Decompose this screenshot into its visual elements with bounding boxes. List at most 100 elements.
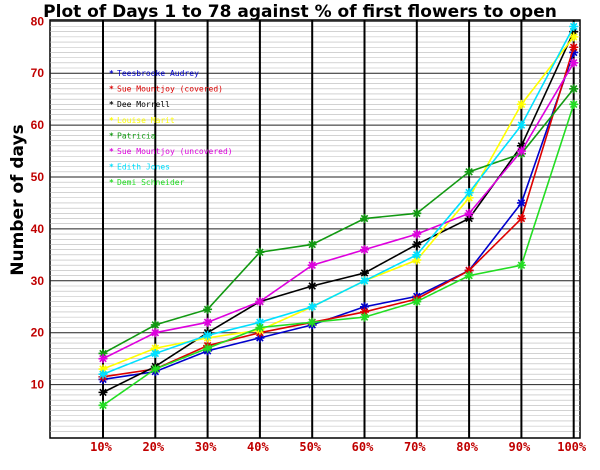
y-tick-label: 60 <box>31 118 45 132</box>
data-point-marker <box>569 47 579 57</box>
y-tick-label: 40 <box>31 222 45 236</box>
series-line <box>102 104 575 407</box>
data-point-marker <box>464 193 474 203</box>
data-point-marker <box>360 214 369 224</box>
series-line <box>102 47 575 378</box>
data-point-marker <box>464 214 474 224</box>
data-point-marker <box>464 265 474 275</box>
data-point-marker <box>516 260 526 270</box>
data-point-marker <box>150 343 160 353</box>
series-7 <box>98 21 579 379</box>
legend-marker: * <box>109 116 114 125</box>
data-point-marker <box>255 317 265 327</box>
data-point-marker <box>464 167 474 177</box>
x-tick-label: 30% <box>195 440 217 454</box>
data-point-marker <box>569 58 579 68</box>
data-point-marker <box>569 42 579 52</box>
data-point-marker <box>464 188 474 198</box>
legend-entry: Dee Morrell <box>117 100 170 109</box>
series-line <box>102 26 575 375</box>
data-point-marker <box>464 271 474 281</box>
series-lines <box>98 21 579 410</box>
legend-entry: Teesbrooke Audrey <box>117 69 199 78</box>
data-point-marker <box>255 297 265 307</box>
data-point-marker <box>516 141 526 151</box>
legend-entry: Sue Mountjoy (covered) <box>117 85 223 94</box>
data-point-marker <box>569 84 579 94</box>
data-point-marker <box>412 229 422 239</box>
x-tick-label: 80% <box>456 440 478 454</box>
data-point-marker <box>203 317 213 327</box>
data-point-marker <box>412 297 422 307</box>
data-point-marker <box>150 364 160 374</box>
data-point-marker <box>98 387 108 397</box>
data-point-marker <box>516 99 526 109</box>
series-8 <box>98 99 579 410</box>
data-point-marker <box>516 198 526 208</box>
data-point-marker <box>150 348 160 358</box>
x-tick-label: 90% <box>509 440 531 454</box>
legend-marker: * <box>109 131 114 140</box>
data-point-marker <box>98 364 108 374</box>
data-point-marker <box>516 146 526 156</box>
data-point-marker <box>150 328 160 338</box>
data-point-marker <box>360 312 369 322</box>
data-point-marker <box>516 214 526 224</box>
data-point-marker <box>412 255 422 265</box>
data-point-marker <box>98 354 108 364</box>
x-tick-label: 100% <box>557 440 587 454</box>
series-line <box>102 88 575 355</box>
data-point-marker <box>360 276 369 286</box>
y-tick-label: 50 <box>31 170 45 184</box>
legend-entry: Demi Schneider <box>117 178 185 187</box>
data-point-marker <box>203 343 213 353</box>
data-point-marker <box>569 21 579 31</box>
y-axis-label: Number of days <box>8 124 28 275</box>
legend-entry: Edith Jones <box>117 163 170 172</box>
y-axis-ticks: 10 20 30 40 50 60 70 80 <box>31 14 45 391</box>
series-6 <box>98 58 579 364</box>
legend-marker: * <box>109 147 114 156</box>
legend-marker: * <box>109 100 114 109</box>
grid <box>49 19 581 439</box>
data-point-marker <box>412 239 422 249</box>
legend-marker: * <box>109 163 114 172</box>
data-point-marker <box>569 32 579 42</box>
data-point-marker <box>203 304 213 314</box>
x-tick-label: 10% <box>90 440 112 454</box>
legend-marker: * <box>109 178 114 187</box>
data-point-marker <box>307 317 317 327</box>
data-point-marker <box>307 281 317 291</box>
data-point-marker <box>360 268 369 278</box>
data-point-marker <box>569 27 579 37</box>
legend-marker: * <box>109 85 114 94</box>
legend-entry: Patricia <box>117 131 156 140</box>
y-tick-label: 20 <box>31 326 45 340</box>
y-tick-label: 10 <box>31 378 45 392</box>
y-tick-label: 30 <box>31 274 45 288</box>
legend-entry: Sue Mountjoy (uncovered) <box>117 147 233 156</box>
data-point-marker <box>98 348 108 358</box>
data-point-marker <box>255 323 265 333</box>
data-point-marker <box>464 208 474 218</box>
data-point-marker <box>307 260 317 270</box>
data-point-marker <box>255 247 265 257</box>
data-point-marker <box>412 208 422 218</box>
data-point-marker <box>307 239 317 249</box>
x-tick-label: 50% <box>299 440 321 454</box>
y-tick-label: 80 <box>31 14 45 28</box>
data-point-marker <box>516 120 526 130</box>
series-line <box>102 62 575 360</box>
data-point-marker <box>360 307 369 317</box>
data-point-marker <box>412 250 422 260</box>
x-tick-label: 60% <box>352 440 374 454</box>
data-point-marker <box>98 400 108 410</box>
series-line <box>102 52 575 381</box>
legend-marker: * <box>109 69 114 78</box>
data-point-marker <box>255 333 265 343</box>
x-axis-ticks: 10% 20% 30% 40% 50% 60% 70% 80% 90% 100% <box>90 440 587 454</box>
legend: * Teesbrooke Audrey* Sue Mountjoy (covered… <box>109 69 233 187</box>
x-tick-label: 20% <box>142 440 164 454</box>
data-point-marker <box>150 320 160 330</box>
